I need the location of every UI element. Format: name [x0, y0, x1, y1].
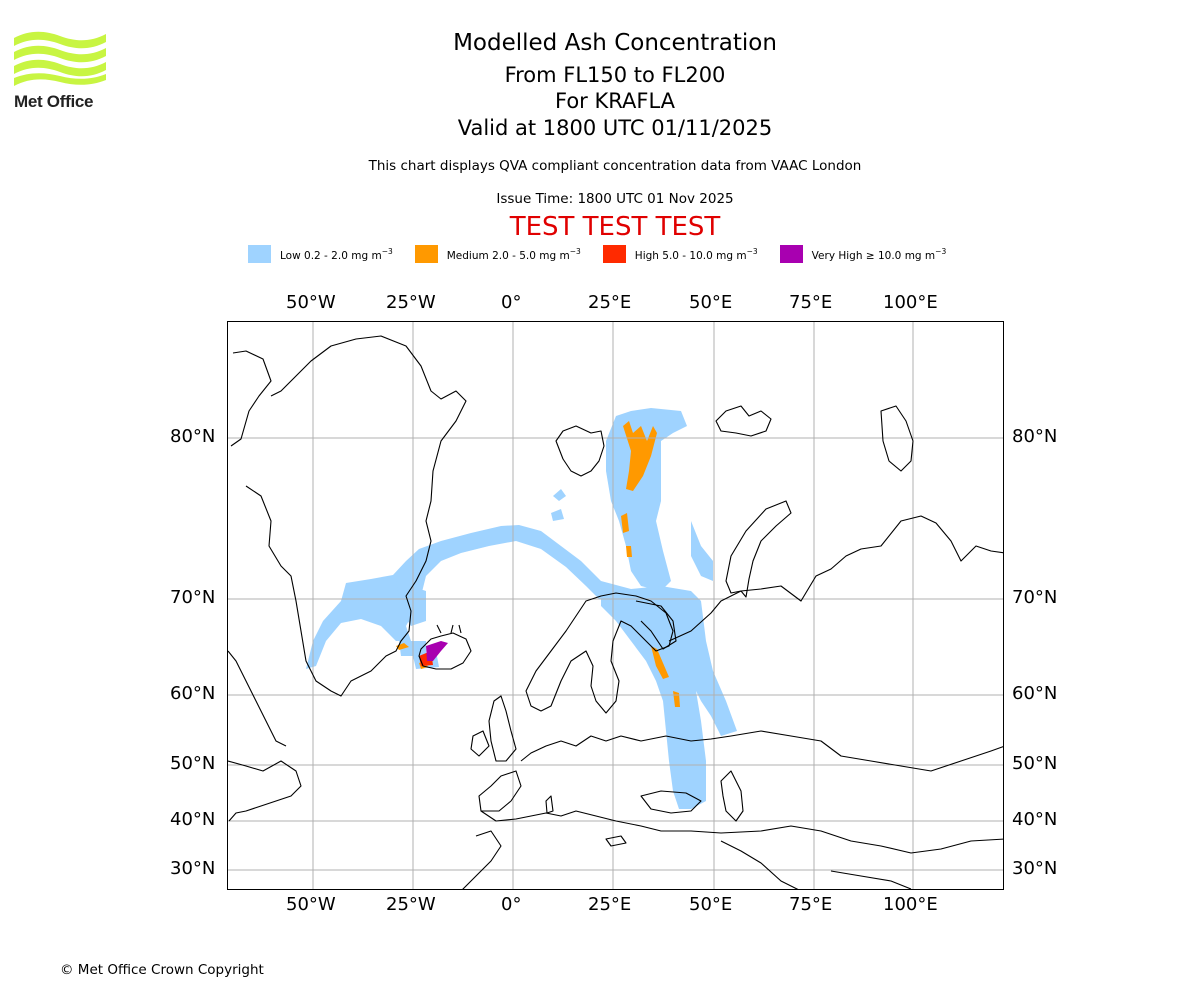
met-office-wave-icon: [14, 31, 106, 86]
legend-swatch-very-high: [779, 245, 803, 263]
lat-tick-right: 30°N: [1012, 858, 1058, 879]
legend-item-high: High 5.0 - 10.0 mg m−3: [602, 245, 758, 263]
legend-item-medium: Medium 2.0 - 5.0 mg m−3: [414, 245, 581, 263]
lon-tick-top: 75°E: [789, 292, 833, 313]
logo-text: Met Office: [14, 92, 94, 111]
valid-time: Valid at 1800 UTC 01/11/2025: [457, 116, 773, 140]
ash-low-region: [306, 408, 737, 809]
map-canvas: [228, 322, 1003, 889]
flight-levels: From FL150 to FL200: [504, 63, 726, 87]
lon-tick-top: 25°W: [386, 292, 436, 313]
lon-tick-top: 25°E: [588, 292, 632, 313]
lon-tick-bottom: 100°E: [883, 894, 938, 915]
lat-tick-left: 80°N: [170, 426, 216, 447]
lon-tick-bottom: 50°W: [286, 894, 336, 915]
test-banner: TEST TEST TEST: [509, 212, 721, 242]
legend-swatch-medium: [414, 245, 438, 263]
lon-tick-top: 50°W: [286, 292, 336, 313]
legend-item-low: Low 0.2 - 2.0 mg m−3: [248, 245, 393, 263]
legend-item-very-high: Very High ≥ 10.0 mg m−3: [779, 245, 947, 263]
lat-tick-right: 40°N: [1012, 809, 1058, 830]
lon-tick-top: 100°E: [883, 292, 938, 313]
chart-title: Modelled Ash Concentration: [453, 30, 777, 56]
lon-tick-bottom: 75°E: [789, 894, 833, 915]
lon-tick-bottom: 25°E: [588, 894, 632, 915]
lat-tick-left: 70°N: [170, 587, 216, 608]
ash-very-high-region: [426, 641, 448, 661]
lat-tick-right: 70°N: [1012, 587, 1058, 608]
legend-label: Medium 2.0 - 5.0 mg m−3: [446, 246, 581, 262]
volcano-name: For KRAFLA: [555, 89, 675, 113]
compliance-note: This chart displays QVA compliant concen…: [368, 158, 862, 174]
met-office-logo: Met Office: [14, 30, 109, 112]
lon-tick-bottom: 25°W: [386, 894, 436, 915]
copyright-notice: © Met Office Crown Copyright: [60, 962, 264, 978]
issue-time: Issue Time: 1800 UTC 01 Nov 2025: [496, 191, 734, 207]
legend-label: Very High ≥ 10.0 mg m−3: [811, 246, 947, 262]
legend: Low 0.2 - 2.0 mg m−3 Medium 2.0 - 5.0 mg…: [248, 244, 968, 264]
coastlines: [228, 335, 1003, 889]
ash-concentration-map[interactable]: [227, 321, 1004, 890]
lon-tick-top: 50°E: [689, 292, 733, 313]
lat-tick-right: 50°N: [1012, 753, 1058, 774]
lat-tick-left: 30°N: [170, 858, 216, 879]
lat-tick-left: 40°N: [170, 809, 216, 830]
lat-tick-left: 60°N: [170, 683, 216, 704]
legend-swatch-high: [602, 245, 626, 263]
legend-swatch-low: [248, 245, 271, 263]
lon-tick-top: 0°: [501, 292, 522, 313]
legend-label: High 5.0 - 10.0 mg m−3: [634, 246, 758, 262]
lat-tick-right: 60°N: [1012, 683, 1058, 704]
lon-tick-bottom: 50°E: [689, 894, 733, 915]
lat-tick-right: 80°N: [1012, 426, 1058, 447]
lat-tick-left: 50°N: [170, 753, 216, 774]
lon-tick-bottom: 0°: [501, 894, 522, 915]
legend-label: Low 0.2 - 2.0 mg m−3: [280, 246, 393, 262]
